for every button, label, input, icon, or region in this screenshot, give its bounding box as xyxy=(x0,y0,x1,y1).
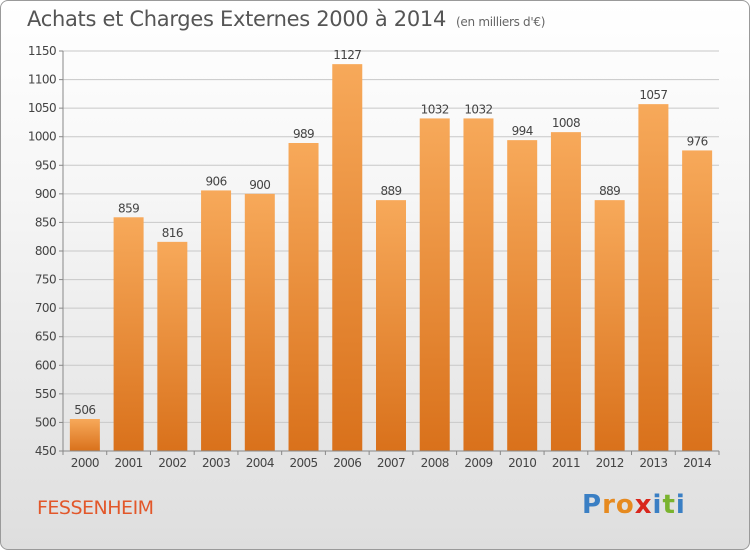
bar xyxy=(419,118,450,451)
x-tick-label: 2005 xyxy=(289,456,317,470)
y-tick-label: 850 xyxy=(35,215,56,229)
data-label: 889 xyxy=(599,184,620,198)
chart-title-text: Achats et Charges Externes 2000 à 2014 xyxy=(27,7,447,31)
y-tick-label: 450 xyxy=(35,444,56,458)
logo-letter: t xyxy=(662,490,676,520)
y-tick-label: 600 xyxy=(35,358,56,372)
data-label: 906 xyxy=(206,174,227,188)
logo-letter: x xyxy=(634,490,653,520)
x-tick-label: 2014 xyxy=(683,456,711,470)
bar xyxy=(682,150,713,451)
x-tick-label: 2003 xyxy=(202,456,230,470)
data-label: 1057 xyxy=(639,88,667,102)
bar xyxy=(157,241,188,451)
x-tick-label: 2012 xyxy=(596,456,624,470)
logo-letter: r xyxy=(602,490,616,520)
logo-letter: i xyxy=(675,490,686,520)
bar xyxy=(463,118,494,451)
proxiti-logo[interactable]: Proxiti xyxy=(582,490,686,520)
logo-letter: o xyxy=(615,490,635,520)
data-label: 994 xyxy=(512,124,533,138)
bar xyxy=(638,104,669,452)
y-tick-label: 900 xyxy=(35,187,56,201)
x-tick-label: 2004 xyxy=(246,456,274,470)
x-tick-label: 2002 xyxy=(158,456,186,470)
chart-subtitle: (en milliers d'€) xyxy=(456,15,546,29)
data-label: 1032 xyxy=(421,102,449,116)
bar xyxy=(244,193,275,451)
x-tick-label: 2013 xyxy=(639,456,667,470)
bar xyxy=(332,64,363,451)
y-tick-label: 1000 xyxy=(28,130,56,144)
y-axis: 450 500 550 600 650 700 750 800 850 900 950 1000 105… xyxy=(28,44,64,458)
x-tick-label: 2008 xyxy=(421,456,449,470)
bar xyxy=(507,140,538,451)
x-tick-label: 2009 xyxy=(464,456,492,470)
bar xyxy=(550,132,581,451)
bar xyxy=(288,143,319,451)
y-tick-label: 1100 xyxy=(28,73,56,87)
bar xyxy=(376,200,406,451)
bars xyxy=(69,64,713,452)
y-tick-label: 1150 xyxy=(28,44,56,58)
x-tick-label: 2007 xyxy=(377,456,405,470)
chart-title: Achats et Charges Externes 2000 à 2014 (e… xyxy=(27,7,545,31)
commune-name: FESSENHEIM xyxy=(37,497,154,519)
x-tick-label: 2011 xyxy=(552,456,580,470)
y-tick-label: 800 xyxy=(35,244,56,258)
y-tick-label: 650 xyxy=(35,330,56,344)
data-label: 976 xyxy=(687,134,708,148)
bar xyxy=(594,200,625,451)
logo-letter: P xyxy=(582,490,603,520)
y-tick-label: 700 xyxy=(35,301,56,315)
data-label: 859 xyxy=(118,201,139,215)
data-label: 1032 xyxy=(464,102,492,116)
x-tick-label: 2001 xyxy=(115,456,143,470)
y-tick-label: 500 xyxy=(35,415,56,429)
bar xyxy=(201,190,232,451)
data-label: 816 xyxy=(162,226,183,240)
data-label: 889 xyxy=(380,184,401,198)
data-labels: 506 859 816 906 900 989 1127 889 1032 1032 994 1008… xyxy=(74,48,708,417)
data-label: 900 xyxy=(249,178,270,192)
y-tick-label: 750 xyxy=(35,273,56,287)
data-label: 1127 xyxy=(333,48,361,62)
x-tick-label: 2006 xyxy=(333,456,361,470)
y-tick-label: 950 xyxy=(35,158,56,172)
data-label: 989 xyxy=(293,127,314,141)
data-label: 1008 xyxy=(552,116,580,130)
bar xyxy=(113,217,144,451)
y-tick-label: 1050 xyxy=(28,101,56,115)
data-label: 506 xyxy=(74,403,95,417)
y-tick-label: 550 xyxy=(35,387,56,401)
x-axis: 2000 2001 2002 2003 2004 2005 2006 2007 2008 2009… xyxy=(62,450,720,470)
x-tick-label: 2010 xyxy=(508,456,536,470)
x-tick-label: 2000 xyxy=(71,456,99,470)
logo-letter: i xyxy=(652,490,663,520)
bar xyxy=(69,419,100,451)
